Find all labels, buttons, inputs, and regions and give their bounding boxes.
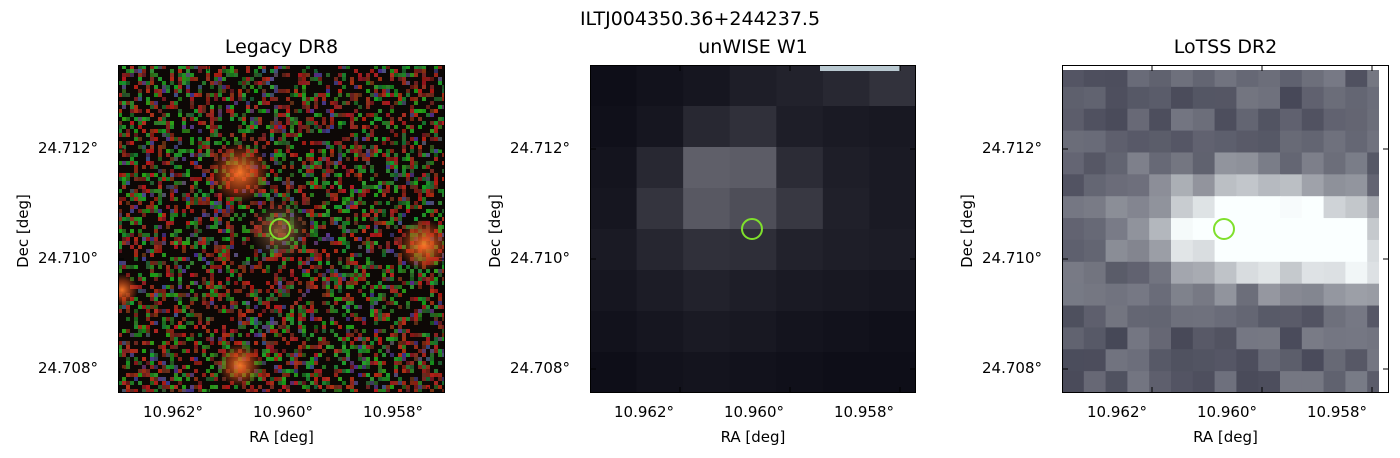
xtick-lotss-2: 10.958° bbox=[1307, 403, 1367, 421]
ylabel-unwise: Dec [deg] bbox=[485, 194, 504, 268]
xtick-unwise-2: 10.958° bbox=[834, 403, 894, 421]
xlabel-unwise: RA [deg] bbox=[720, 428, 786, 446]
ytick-lotss-0: 24.712° bbox=[982, 139, 1042, 157]
panel-title-legacy: Legacy DR8 bbox=[224, 36, 339, 58]
source-marker-circle bbox=[269, 218, 291, 240]
xlabel-lotss: RA [deg] bbox=[1193, 428, 1258, 446]
ytick-legacy-2: 24.708° bbox=[38, 359, 98, 377]
panel-title-unwise: unWISE W1 bbox=[698, 36, 808, 58]
ytick-lotss-2: 24.708° bbox=[982, 359, 1042, 377]
ytick-unwise-0: 24.712° bbox=[510, 139, 570, 157]
xtick-unwise-0: 10.962° bbox=[614, 403, 674, 421]
xtick-lotss-0: 10.962° bbox=[1087, 403, 1147, 421]
xtick-legacy-0: 10.962° bbox=[143, 403, 203, 421]
source-marker-circle bbox=[741, 218, 763, 240]
source-marker-circle bbox=[1213, 218, 1235, 240]
lotss-image bbox=[1062, 65, 1389, 393]
xtick-legacy-1: 10.960° bbox=[253, 403, 313, 421]
ytick-unwise-1: 24.710° bbox=[510, 249, 570, 267]
xtick-lotss-1: 10.960° bbox=[1197, 403, 1257, 421]
ytick-lotss-1: 24.710° bbox=[982, 249, 1042, 267]
ytick-legacy-1: 24.710° bbox=[38, 249, 98, 267]
panel-title-lotss: LoTSS DR2 bbox=[1173, 36, 1278, 58]
xtick-unwise-1: 10.960° bbox=[724, 403, 784, 421]
ylabel-legacy: Dec [deg] bbox=[13, 194, 32, 268]
xlabel-legacy: RA [deg] bbox=[249, 428, 314, 446]
legacy-image bbox=[118, 65, 445, 393]
unwise-image bbox=[590, 65, 916, 393]
figure-title: ILTJ004350.36+244237.5 bbox=[579, 8, 821, 30]
ylabel-lotss: Dec [deg] bbox=[957, 194, 976, 268]
ytick-legacy-0: 24.712° bbox=[38, 139, 98, 157]
xtick-legacy-2: 10.958° bbox=[363, 403, 423, 421]
ytick-unwise-2: 24.708° bbox=[510, 359, 570, 377]
